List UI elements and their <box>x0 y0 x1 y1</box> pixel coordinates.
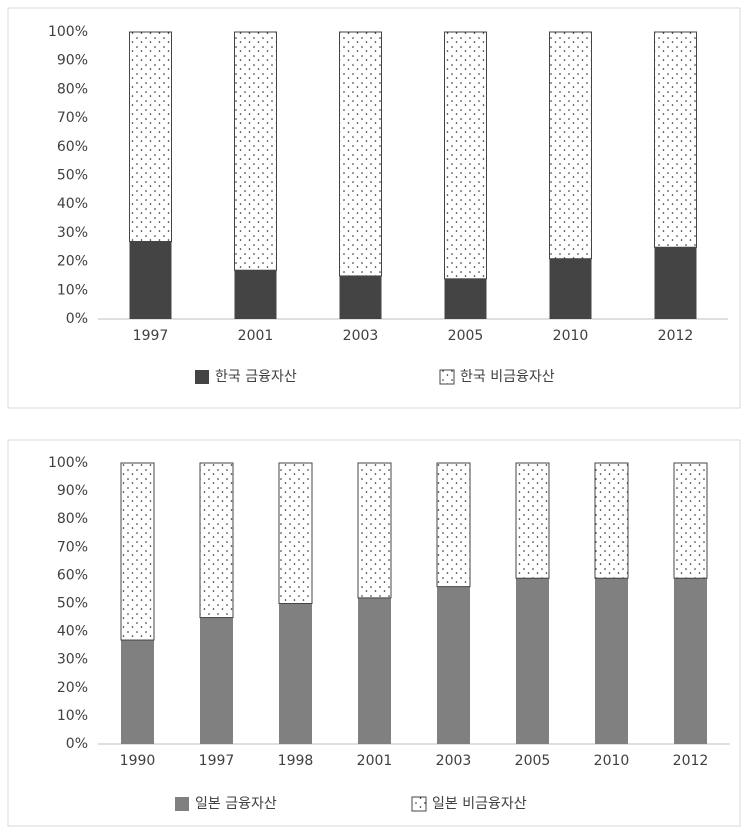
y-tick-label: 50% <box>57 596 88 612</box>
bar-segment <box>358 597 391 744</box>
y-tick-label: 80% <box>57 81 88 97</box>
bar-segment <box>278 462 313 604</box>
bar-segment <box>595 578 628 744</box>
y-tick-label: 30% <box>57 225 88 241</box>
legend-label: 일본 비금융자산 <box>432 796 527 812</box>
y-tick-label: 90% <box>57 53 88 69</box>
x-tick-label: 1998 <box>278 753 314 769</box>
bar-segment <box>515 462 550 579</box>
bar-segment <box>121 640 154 744</box>
y-tick-label: 0% <box>66 311 88 327</box>
y-tick-label: 10% <box>57 708 88 724</box>
x-tick-label: 2005 <box>448 328 484 344</box>
y-tick-label: 40% <box>57 624 88 640</box>
bar-segment <box>549 258 592 319</box>
bar-segment <box>594 462 629 579</box>
y-tick-label: 40% <box>57 196 88 212</box>
legend-swatch <box>195 370 209 384</box>
y-tick-label: 70% <box>57 110 88 126</box>
y-tick-label: 10% <box>57 282 88 298</box>
bar-segment <box>129 241 172 319</box>
bar-segment <box>437 586 470 744</box>
y-tick-label: 30% <box>57 652 88 668</box>
bar-segment <box>120 462 155 641</box>
legend-swatch <box>175 797 189 811</box>
bar-segment <box>199 462 234 619</box>
bar-segment <box>339 275 382 319</box>
bar-segment <box>200 617 233 744</box>
x-tick-label: 2012 <box>673 753 709 769</box>
x-tick-label: 2012 <box>658 328 694 344</box>
legend-label: 한국 비금융자산 <box>460 369 555 385</box>
legend-label: 한국 금융자산 <box>215 369 297 385</box>
bar-segment <box>357 462 392 599</box>
y-tick-label: 60% <box>57 139 88 155</box>
bar-segment <box>436 462 471 588</box>
x-tick-label: 2003 <box>343 328 379 344</box>
x-tick-label: 1990 <box>120 753 156 769</box>
y-tick-label: 80% <box>57 511 88 527</box>
bar-segment <box>279 603 312 744</box>
y-tick-label: 50% <box>57 168 88 184</box>
x-tick-label: 2001 <box>357 753 393 769</box>
x-tick-label: 2010 <box>594 753 630 769</box>
x-tick-label: 1997 <box>199 753 235 769</box>
bar-segment <box>234 31 277 271</box>
bar-segment <box>674 578 707 744</box>
x-tick-label: 2010 <box>553 328 589 344</box>
y-tick-label: 20% <box>57 254 88 270</box>
y-tick-label: 0% <box>66 736 88 752</box>
bar-segment <box>654 247 697 319</box>
y-tick-label: 90% <box>57 483 88 499</box>
chart-frame <box>7 439 741 827</box>
y-tick-label: 20% <box>57 680 88 696</box>
bar-segment <box>234 270 277 319</box>
bar-segment <box>516 578 549 744</box>
bar-segment <box>549 31 592 260</box>
x-tick-label: 2003 <box>436 753 472 769</box>
legend-swatch <box>439 369 455 385</box>
bar-segment <box>129 31 172 243</box>
y-tick-label: 70% <box>57 539 88 555</box>
bar-segment <box>444 278 487 319</box>
legend-label: 일본 금융자산 <box>195 796 277 812</box>
x-tick-label: 2001 <box>238 328 274 344</box>
y-tick-label: 100% <box>48 455 88 471</box>
y-tick-label: 100% <box>48 24 88 40</box>
bar-segment <box>673 462 708 579</box>
bar-segment <box>654 31 697 248</box>
x-tick-label: 2005 <box>515 753 551 769</box>
x-tick-label: 1997 <box>133 328 169 344</box>
chart-frame <box>7 7 741 409</box>
legend-swatch <box>411 796 427 812</box>
bar-segment <box>339 31 382 277</box>
bar-segment <box>444 31 487 280</box>
y-tick-label: 60% <box>57 567 88 583</box>
